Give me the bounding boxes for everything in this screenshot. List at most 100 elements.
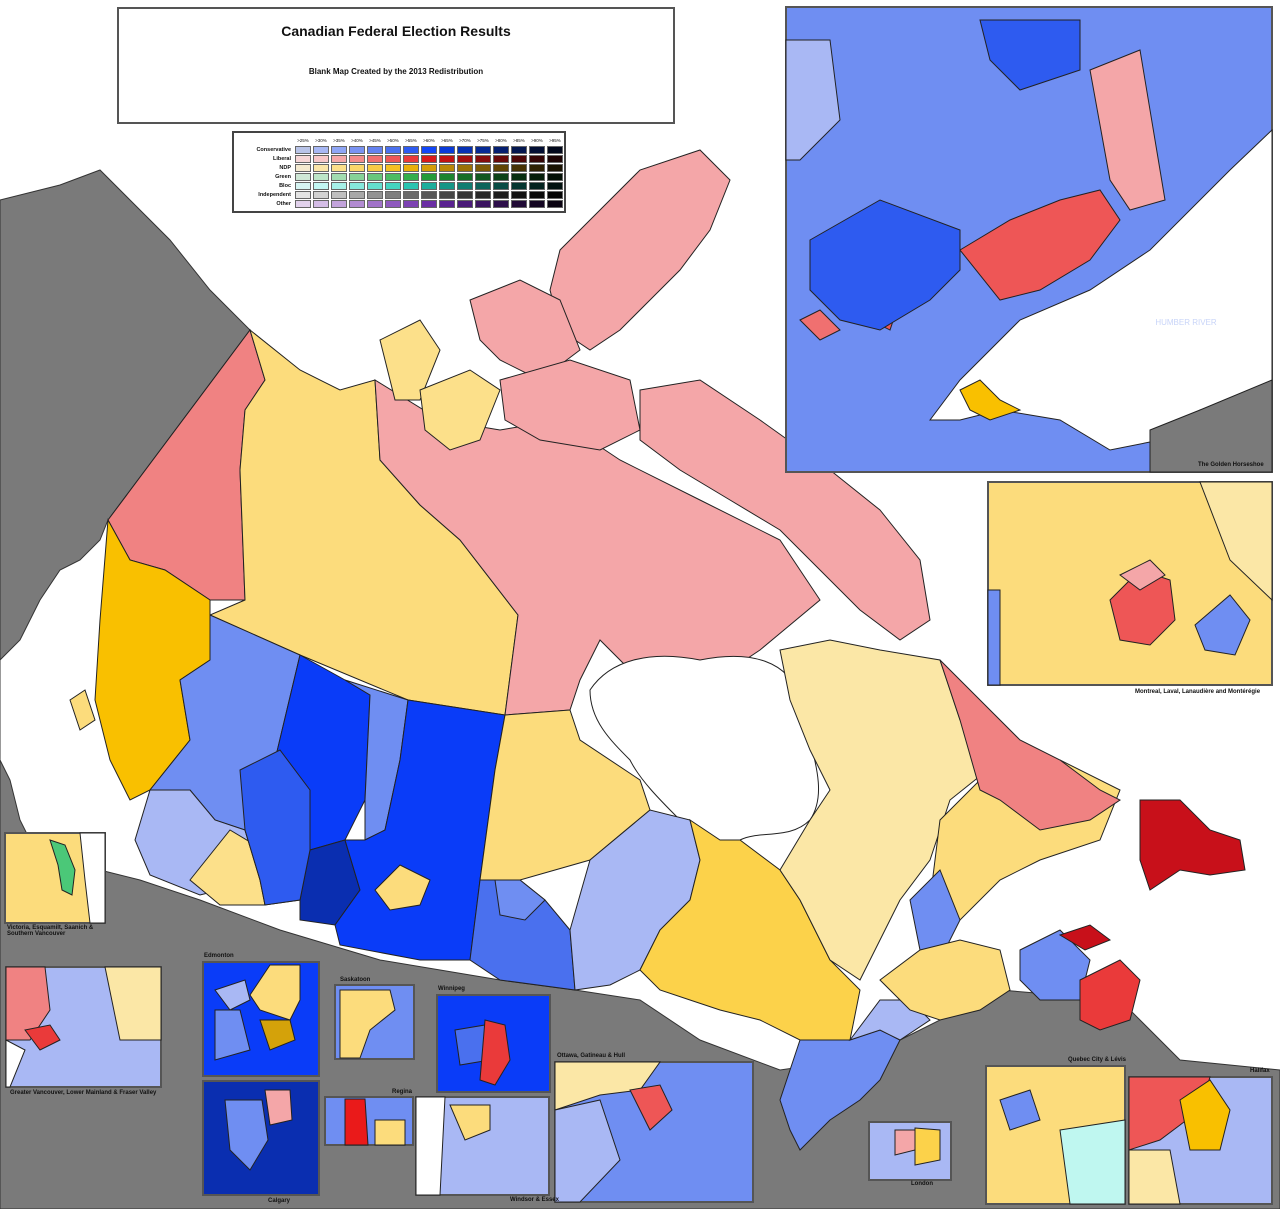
legend-threshold: >45% [369, 138, 381, 143]
legend-swatch [475, 163, 491, 172]
gh-liberal-sw [799, 309, 841, 341]
legend-swatch [331, 181, 347, 190]
legend-swatch [349, 199, 365, 208]
halifax-label: Halifax [1250, 1068, 1270, 1074]
legend-swatch [511, 172, 527, 181]
legend-swatch [511, 190, 527, 199]
legend-swatch [349, 181, 365, 190]
legend-swatch [457, 163, 473, 172]
saskatoon-label: Saskatoon [340, 977, 371, 983]
legend-swatch [367, 172, 383, 181]
van-ndp [104, 966, 162, 1041]
mtl-con-west [987, 589, 1001, 686]
legend-swatch [529, 199, 545, 208]
gh-con-light [785, 39, 841, 161]
legend-swatch [385, 154, 401, 163]
legend-swatch [547, 163, 563, 172]
legend-threshold: >70% [459, 138, 471, 143]
legend-swatch [349, 163, 365, 172]
legend-swatch [439, 181, 455, 190]
victoria-label: Victoria, Esquamilt, Saanich & Southern … [7, 925, 94, 937]
legend-party-label: Green [275, 173, 291, 180]
legend-swatch [313, 163, 329, 172]
legend-threshold: >85% [513, 138, 525, 143]
gh-usa [1149, 379, 1273, 473]
lon-ndp [914, 1127, 941, 1166]
gh-ndp-hamilton [959, 379, 1022, 421]
legend-swatch [349, 154, 365, 163]
legend-threshold: >35% [333, 138, 345, 143]
lon-liberal [894, 1129, 916, 1156]
legend-swatch [529, 172, 545, 181]
regina-label: Regina [392, 1089, 413, 1095]
legend-swatch [403, 172, 419, 181]
van-liberal-core [24, 1024, 61, 1051]
legend-swatch [331, 163, 347, 172]
legend-swatch [367, 190, 383, 199]
edm-con-mid [214, 1009, 251, 1061]
legend-swatch [385, 181, 401, 190]
legend-threshold: >30% [315, 138, 327, 143]
legend-swatch [349, 190, 365, 199]
legend-swatch [349, 172, 365, 181]
quebec-south [879, 939, 1011, 1021]
arctic-islands-west [379, 319, 441, 401]
legend-swatch [313, 181, 329, 190]
legend-swatch [511, 163, 527, 172]
legend-swatch [367, 181, 383, 190]
map-subtitle: Blank Map Created by the 2013 Redistribu… [308, 67, 484, 76]
legend-row: NDP [237, 163, 564, 172]
legend-swatch [421, 199, 437, 208]
legend-swatch [475, 181, 491, 190]
victoria-water [79, 832, 106, 924]
legend-swatch [529, 163, 545, 172]
legend-swatch [295, 154, 311, 163]
legend-swatch [547, 145, 563, 154]
legend-swatch [403, 154, 419, 163]
legend-threshold: >55% [405, 138, 417, 143]
legend-swatch [385, 145, 401, 154]
legend-swatch [547, 199, 563, 208]
hfx-ndp [1179, 1079, 1231, 1151]
legend-swatch [331, 190, 347, 199]
legend-swatch [403, 181, 419, 190]
reg-ndp [374, 1119, 406, 1146]
ott-liberal [629, 1084, 673, 1131]
legend-swatch [385, 199, 401, 208]
legend-swatch [295, 163, 311, 172]
legend-swatch [403, 199, 419, 208]
legend-swatch [403, 163, 419, 172]
legend-swatch [421, 172, 437, 181]
legend-swatch [493, 145, 509, 154]
victoria-island [419, 369, 501, 451]
hudson-bay [589, 655, 820, 851]
legend-threshold: >65% [441, 138, 453, 143]
gh-toronto [959, 189, 1121, 301]
windsor-water [415, 1096, 446, 1196]
map-title: Canadian Federal Election Results [281, 23, 511, 39]
edm-ndp-dark [259, 1019, 296, 1051]
manitoba-mid [494, 879, 546, 921]
legend-swatch [439, 145, 455, 154]
legend-swatch [529, 154, 545, 163]
legend-swatch [475, 172, 491, 181]
legend-swatch [457, 199, 473, 208]
legend-swatch [295, 145, 311, 154]
legend-swatch [457, 181, 473, 190]
legend-swatch [331, 145, 347, 154]
legend-threshold: >95% [549, 138, 561, 143]
legend-swatch [295, 172, 311, 181]
legend-party-label: Independent [258, 191, 291, 198]
legend-swatch [313, 172, 329, 181]
calgary-label: Calgary [268, 1198, 291, 1204]
legend-threshold: >75% [477, 138, 489, 143]
edm-con-light [214, 979, 251, 1011]
legend-swatch [547, 190, 563, 199]
mtl-light [1199, 481, 1273, 602]
legend-party-label: Conservative [256, 146, 291, 153]
legend-swatch [547, 154, 563, 163]
legend-threshold: >40% [351, 138, 363, 143]
legend-party-label: NDP [279, 164, 291, 171]
legend-table: >25% >30% >35% >40% >45% >50% >55% >60% >65% >70%… [237, 136, 564, 208]
